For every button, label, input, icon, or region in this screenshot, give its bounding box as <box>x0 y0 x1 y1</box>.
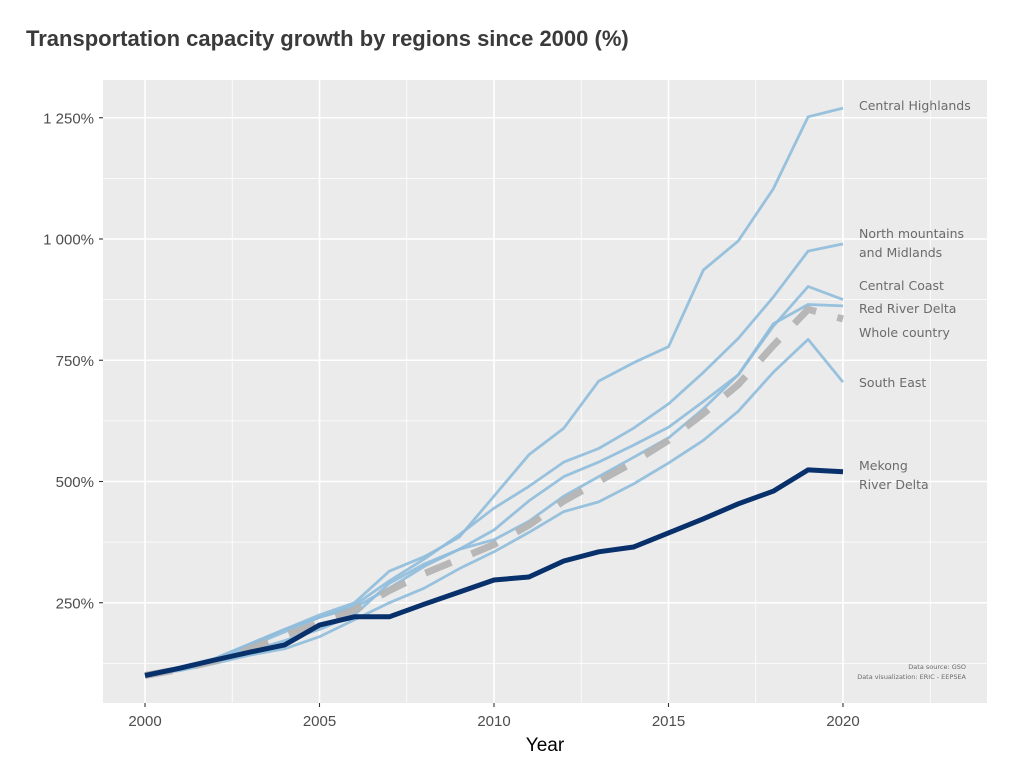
y-axis: 250% 500% 750% 1 000% 1 250% <box>43 110 103 612</box>
series-label: Whole country <box>859 325 950 340</box>
series-label: Central Highlands <box>859 98 971 113</box>
series-label: River Delta <box>859 477 929 492</box>
y-tick-label: 250% <box>56 595 94 612</box>
caption-line: Data visualization: ERIC - EEPSEA <box>857 673 966 681</box>
y-tick-label: 1 000% <box>43 232 94 249</box>
series-lines <box>144 106 845 679</box>
series-line-south-east <box>144 337 845 677</box>
chart-title: Transportation capacity growth by region… <box>26 26 629 51</box>
x-axis-title: Year <box>526 735 565 756</box>
x-axis: 2000 2005 2010 2015 2020 <box>128 703 860 730</box>
x-tick-label: 2000 <box>128 713 161 730</box>
series-label: Red River Delta <box>859 301 956 316</box>
y-tick-label: 750% <box>56 353 94 370</box>
x-tick-label: 2005 <box>303 713 336 730</box>
grid-major <box>103 80 987 703</box>
series-line-mekong-river-delta <box>144 467 844 678</box>
series-label: South East <box>859 375 926 390</box>
series-labels: Central Highlands North mountains and Midl… <box>859 98 971 492</box>
series-label: and Midlands <box>859 245 942 260</box>
series-label: North mountains <box>859 226 964 241</box>
caption-line: Data source: GSO <box>908 663 966 671</box>
series-label: Central Coast <box>859 278 944 293</box>
grid-minor <box>103 80 987 703</box>
x-tick-label: 2020 <box>826 713 859 730</box>
series-line-whole-country <box>144 305 844 679</box>
caption: Data source: GSO Data visualization: ERIC… <box>857 663 966 681</box>
y-tick-label: 1 250% <box>43 110 94 127</box>
series-label: Mekong <box>859 458 908 473</box>
series-line-north-mountains-and-midlands <box>144 242 844 677</box>
x-tick-label: 2015 <box>652 713 685 730</box>
y-tick-label: 500% <box>56 474 94 491</box>
plot-panel <box>103 80 987 703</box>
x-tick-label: 2010 <box>477 713 510 730</box>
